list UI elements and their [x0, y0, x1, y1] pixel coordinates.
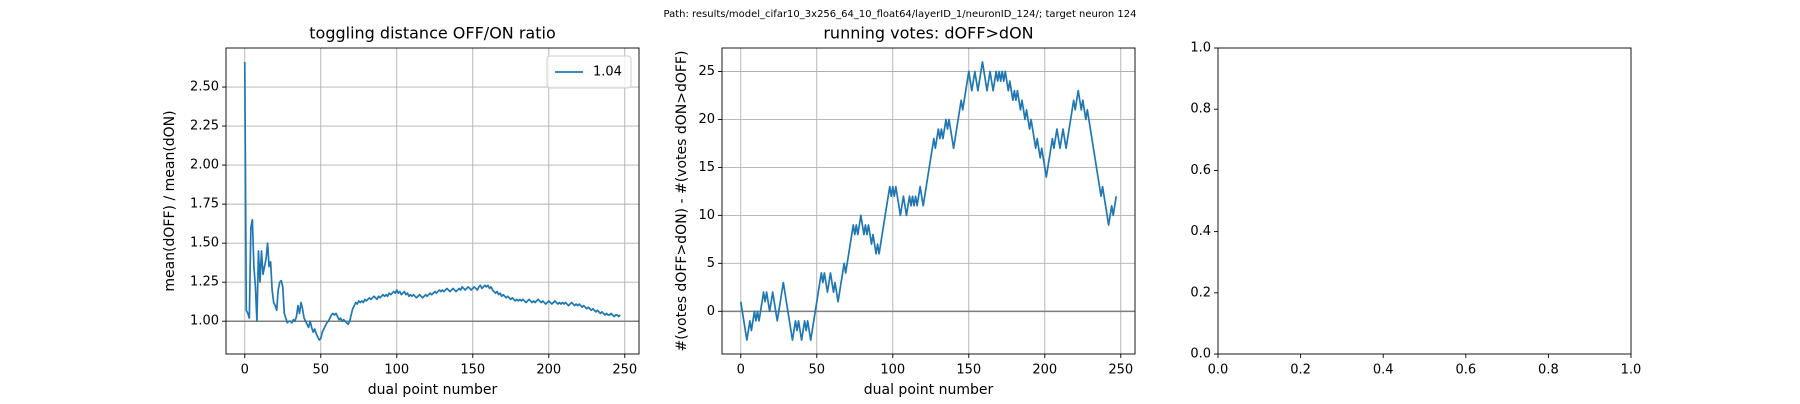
y-tick-label: 0: [707, 304, 715, 319]
axes-frame: [1217, 47, 1632, 355]
x-tick-label: 50: [809, 363, 826, 378]
x-tick-label: 150: [460, 363, 485, 378]
y-tick-label: 0.6: [1190, 163, 1211, 178]
x-tick-label: 0: [241, 363, 249, 378]
legend: 1.04: [546, 55, 632, 89]
y-tick-label: 20: [698, 112, 715, 127]
y-tick-label: 0.2: [1190, 285, 1211, 300]
x-tick-label: 0.0: [1208, 363, 1229, 378]
subplot: 0 50 100 150 200 250 1.00 1.25 1.50 1.75 2.00 2.25 2…: [162, 24, 640, 398]
chart-title: running votes: dOFF>dON: [823, 24, 1033, 43]
y-tick-label: 1.75: [190, 197, 219, 212]
x-tick-label: 0.6: [1455, 363, 1476, 378]
data-line: [243, 62, 621, 341]
y-tick-label: 2.25: [190, 119, 219, 134]
x-tick-label: 0.4: [1373, 363, 1394, 378]
axes-frame: [721, 47, 1136, 355]
x-tick-label: 50: [313, 363, 330, 378]
x-tick-label: 100: [384, 363, 409, 378]
legend-box: [546, 55, 632, 89]
y-tick-label: 2.50: [190, 80, 219, 95]
x-tick-label: 100: [880, 363, 905, 378]
axes-frame: [225, 47, 640, 355]
x-tick-label: 250: [612, 363, 637, 378]
y-axis-label: mean(dOFF) / mean(dON): [162, 110, 178, 291]
x-axis-label: dual point number: [864, 382, 994, 398]
y-axis-label: #(votes dOFF>dON) - #(votes dON>dOFF): [674, 51, 690, 352]
y-tick-label: 0.8: [1190, 102, 1211, 117]
x-tick-label: 150: [956, 363, 981, 378]
x-tick-label: 200: [536, 363, 561, 378]
x-tick-label: 0.8: [1538, 363, 1559, 378]
subplot: 0.0 0.2 0.4 0.6 0.8 1.0 0.0 0.2 0.4 0.6 0.8 1.0: [1190, 41, 1641, 378]
y-tick-label: 0.0: [1190, 347, 1211, 362]
figure-title: Path: results/model_cifar10_3x256_64_10_…: [664, 9, 1137, 20]
x-axis-label: dual point number: [368, 382, 498, 398]
x-tick-label: 0.2: [1290, 363, 1311, 378]
x-tick-label: 1.0: [1621, 363, 1642, 378]
y-tick-label: 1.0: [1190, 41, 1211, 56]
y-tick-label: 1.00: [190, 314, 219, 329]
data-line: [739, 61, 1118, 341]
x-tick-label: 250: [1108, 363, 1133, 378]
y-tick-label: 1.50: [190, 236, 219, 251]
y-tick-label: 25: [698, 64, 715, 79]
y-tick-label: 15: [698, 160, 715, 175]
legend-label: 1.04: [593, 65, 622, 80]
y-tick-label: 5: [707, 256, 715, 271]
y-tick-label: 2.00: [190, 158, 219, 173]
y-tick-label: 10: [698, 208, 715, 223]
subplot: 0 50 100 150 200 250 0 5 10 15 20 25 running votes: …: [674, 24, 1136, 398]
x-tick-label: 200: [1032, 363, 1057, 378]
x-tick-label: 0: [737, 363, 745, 378]
y-tick-label: 0.4: [1190, 224, 1211, 239]
y-tick-label: 1.25: [190, 275, 219, 290]
chart-title: toggling distance OFF/ON ratio: [309, 24, 555, 43]
